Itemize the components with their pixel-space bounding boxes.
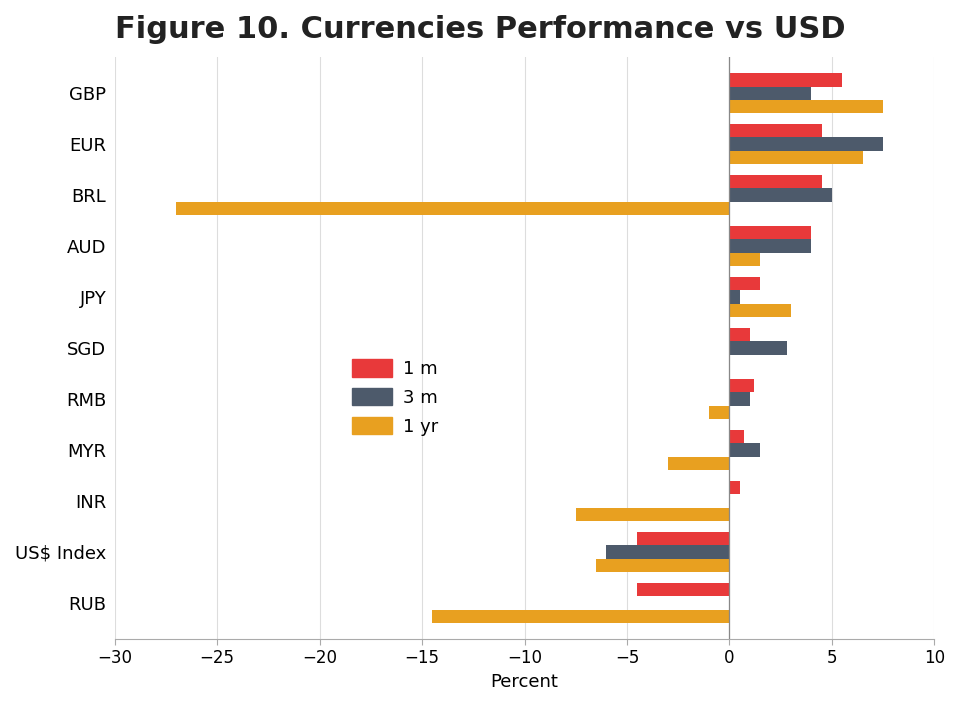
Bar [730,290,740,304]
Bar [576,508,730,521]
X-axis label: Percent: Percent [491,672,559,690]
Bar [730,304,791,317]
Bar [730,86,811,100]
Bar [730,341,787,355]
Bar [176,202,730,215]
Bar [730,379,754,392]
Text: Figure 10. Currencies Performance vs USD: Figure 10. Currencies Performance vs USD [114,15,845,44]
Bar [730,240,811,253]
Bar [596,559,730,572]
Bar [730,189,832,202]
Legend: 1 m, 3 m, 1 yr: 1 m, 3 m, 1 yr [345,352,445,443]
Bar [709,405,730,419]
Bar [730,430,744,444]
Bar [730,253,760,266]
Bar [730,226,811,240]
Bar [730,125,822,138]
Bar [730,481,740,495]
Bar [730,444,760,456]
Bar [637,583,730,596]
Bar [730,138,883,150]
Bar [730,73,842,86]
Bar [730,100,883,113]
Bar [730,392,750,405]
Bar [730,328,750,341]
Bar [730,150,863,164]
Bar [432,610,730,623]
Bar [637,532,730,545]
Bar [730,175,822,189]
Bar [668,456,730,470]
Bar [607,545,730,559]
Bar [730,277,760,290]
